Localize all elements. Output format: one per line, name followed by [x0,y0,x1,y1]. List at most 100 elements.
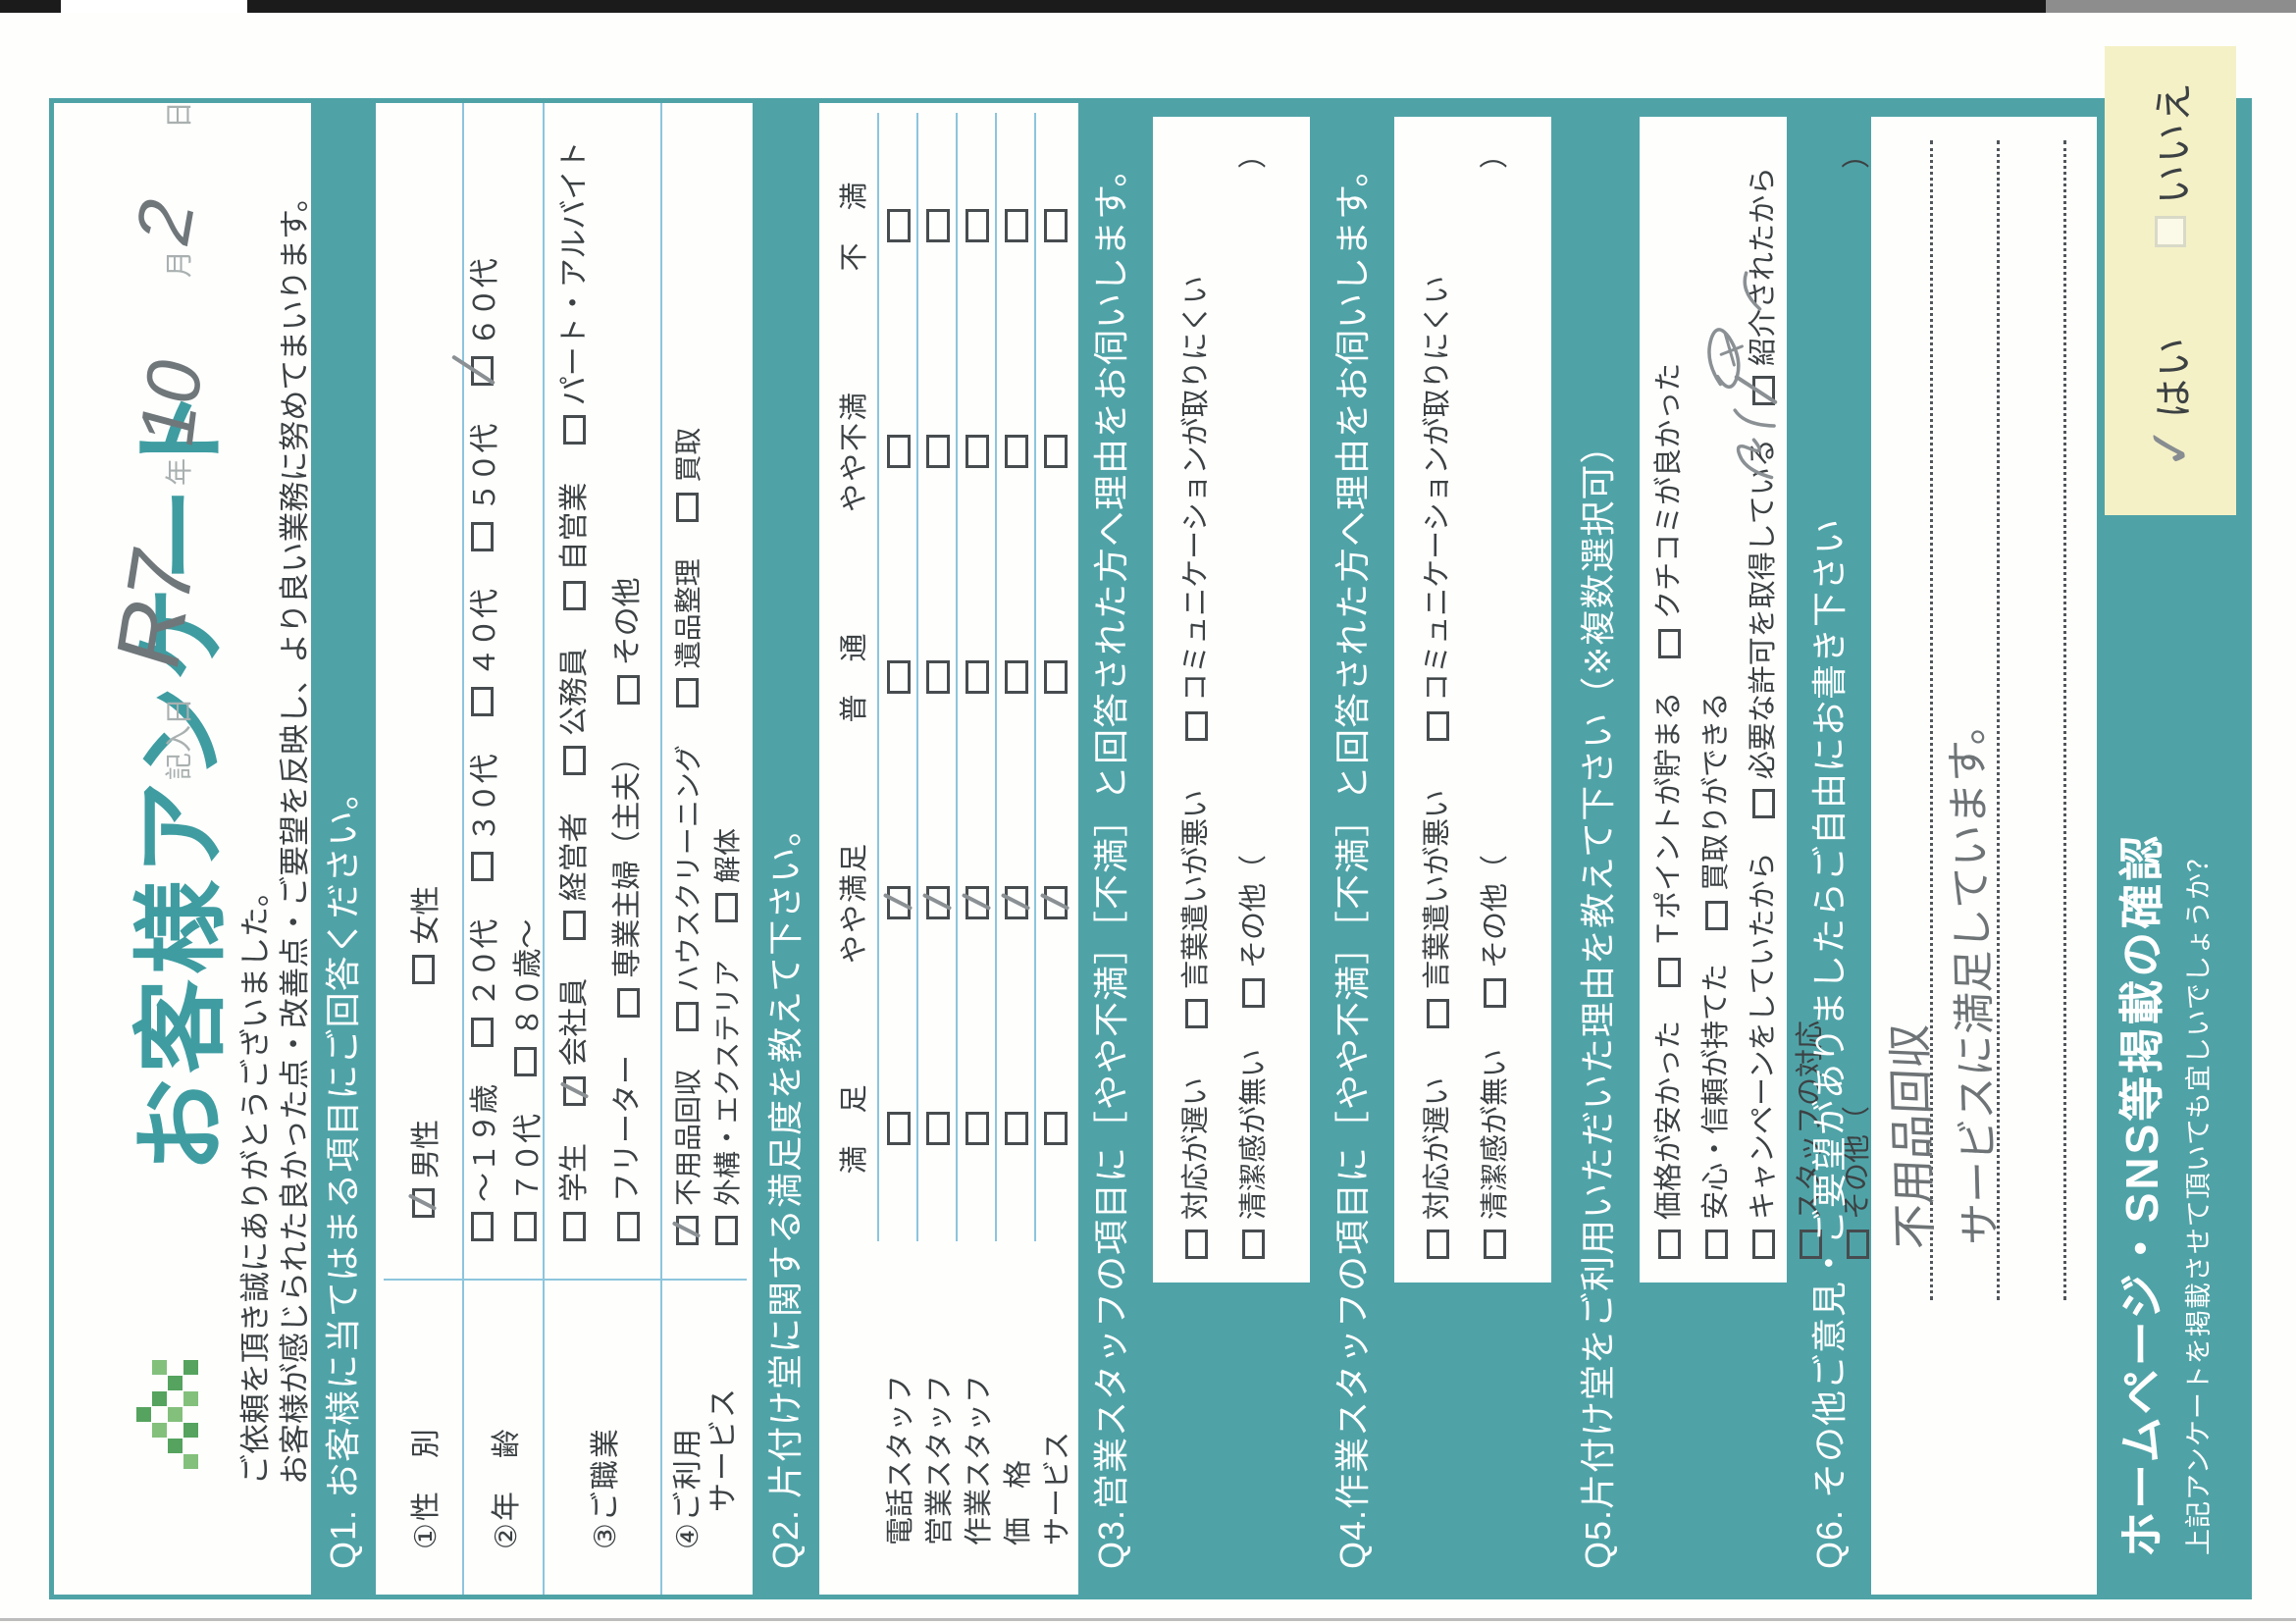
checkbox [470,1017,494,1047]
consent-question: 上記アンケートを掲載させて頂いても宜しいでしょうか？ [2184,845,2214,1555]
option-service: ハウスクリーニング [667,745,706,1032]
checkbox [965,435,989,468]
option-service: 買取 [667,428,706,522]
checkbox [714,893,738,923]
checkbox [470,852,494,882]
checkbox [675,1002,699,1032]
greeting-line2: お客様が感じられた良かった点・改善点・ご要望を反映し、より良い業務に努めてまいり… [278,182,312,1485]
checkbox [1044,660,1068,694]
checkbox [926,660,950,694]
option-q5: Ｔポイントが貯まる [1647,692,1692,987]
option-service: 外構・エクステリア [706,960,746,1245]
checkbox [616,1212,640,1241]
checkbox [887,660,911,694]
consent-no: いいえ [2153,80,2196,205]
checkbox [470,521,494,551]
q2-col-unsatisfied: 不 満 [839,180,870,272]
option-occupation: 学生 [549,1143,600,1241]
option-service-junk-removal: 不用品回収 [667,1069,706,1245]
option-q3: コミュニケーションが取りにくい [1169,276,1224,741]
q2-col-neutral: 普 通 [839,631,870,723]
q1-row-label: ご職業 [590,1427,622,1522]
handwritten-check-icon: ✓ [2136,420,2204,474]
option-q5: 安心・信頼が持てた [1695,964,1739,1259]
checkbox [675,678,699,708]
option-occupation: パート・アルバイト [549,141,600,445]
checkbox [887,435,911,468]
pixel-house-logo-icon [136,1308,201,1485]
option-female: 女性 [401,886,444,984]
q2-row-service: サービス [1034,103,1075,1595]
checkbox [1484,1230,1506,1259]
q2-row-phone-staff: 電話スタッフ [877,103,918,1595]
checkbox [1658,1230,1681,1259]
option-age: ７０代 [503,1114,547,1241]
q5-band: Q5.片付け堂をご利用いただいた理由を教えて下さい（※複数選択可） [1578,427,1618,1569]
ruled-dotted-line [2063,140,2066,1300]
checkbox [470,356,494,387]
checkbox [965,886,989,919]
checkbox [616,987,640,1018]
option-male: 男性 [401,1120,444,1218]
q1-table: ①性 別 男性 女性 ②年 齢 ～１９歳 ２０代 ３０代 ４０ [384,103,751,1595]
checkbox [563,415,586,445]
q5-answer-box: 価格が安かった Ｔポイントが貯まる クチコミが良かった 安心・信頼が持てた 買取… [1640,117,1873,1283]
option-occupation: 公務員 [549,648,600,775]
checkbox [1426,710,1449,741]
checkbox [1705,900,1728,930]
q1-row-label: 年 齢 [491,1427,523,1522]
checkbox [965,209,989,242]
option-q4: 清潔感が無い [1468,1049,1523,1259]
q2-row-price: 価 格 [995,103,1036,1595]
option-q4: コミュニケーションが取りにくい [1410,276,1465,741]
consent-title: ホームページ・SNS等掲載の確認 [2116,832,2167,1557]
option-q3: 対応が遅い [1169,1077,1224,1259]
option-service: 解体 [706,828,746,923]
q2-col-mostly-satisfied: やや満足 [839,842,870,965]
survey-form-frame: お客様アンケート 記入日 年 月 日 R7 10 2 ご依頼を頂き誠にありがとう… [49,46,2252,1599]
option-age: ～１９歳 [460,1084,503,1241]
checkbox [1242,977,1265,1008]
checkbox [1044,435,1068,468]
q2-column-headers: 満 足 やや満足 普 通 やや不満 不 満 [831,113,876,1241]
checkbox [1752,1230,1775,1259]
option-q3: 清潔感が無い [1226,1049,1281,1259]
option-age-60s: ６０代 [460,258,503,387]
option-q4: 対応が遅い [1410,1077,1465,1259]
sns-consent-section: ホームページ・SNS等掲載の確認 上記アンケートを掲載させて頂いても宜しいでしょ… [2097,46,2247,1595]
option-q5: クチコミが良かった [1647,363,1692,658]
q4-answer-box: 対応が遅い 言葉遣いが悪い コミュニケーションが取りにくい 清潔感が無い その他… [1394,117,1551,1283]
checkbox [513,1046,537,1076]
checkbox [1044,209,1068,242]
q1-row-age: ②年 齢 ～１９歳 ２０代 ３０代 ４０代 ５０代 ６０代 ７０代 ８０歳～ [460,103,545,1595]
date-label: 記入日 [164,697,194,780]
option-occupation: 自営業 [549,483,600,610]
q1-row-service: ④ご利用 サービス 不用品回収 ハウスクリーニング 遺品整理 買取 外構・エクス… [660,103,751,1595]
checkbox [675,492,699,522]
q1-band: Q1. お客様に当てはまる項目にご回答ください。 [311,103,376,1595]
q1-row-gender: ①性 別 男性 女性 [384,103,462,1595]
checkbox [1705,1230,1728,1259]
option-age: ５０代 [460,424,503,551]
checkbox [411,954,435,984]
option-q5: 買取りができる [1695,693,1739,930]
date-year-unit: 年 [164,457,194,486]
consent-yes: はい [2153,336,2196,419]
checkbox [1005,660,1028,694]
q1-row-occupation: ③ご職業 学生 会社員 経営者 公務員 自営業 パート・アルバイト フリーター [543,103,660,1595]
checkbox [563,580,586,610]
checkbox [1005,435,1028,468]
checkbox [965,660,989,694]
scanner-edge-bottom [0,1618,2296,1621]
checkbox [1426,998,1449,1028]
option-age: ４０代 [460,589,503,716]
handwritten-day: 2 [119,186,211,256]
checkbox [1005,1112,1028,1145]
entry-date-row: 記入日 年 月 日 R7 10 2 [99,101,219,780]
greeting-text: ご依頼を頂き誠にありがとうございました。 お客様が感じられた良かった点・改善点・… [236,111,315,1485]
consent-no-checkbox [2155,216,2186,248]
checkbox [1005,886,1028,919]
date-month-unit: 月 [164,249,194,278]
checkbox [563,911,586,941]
